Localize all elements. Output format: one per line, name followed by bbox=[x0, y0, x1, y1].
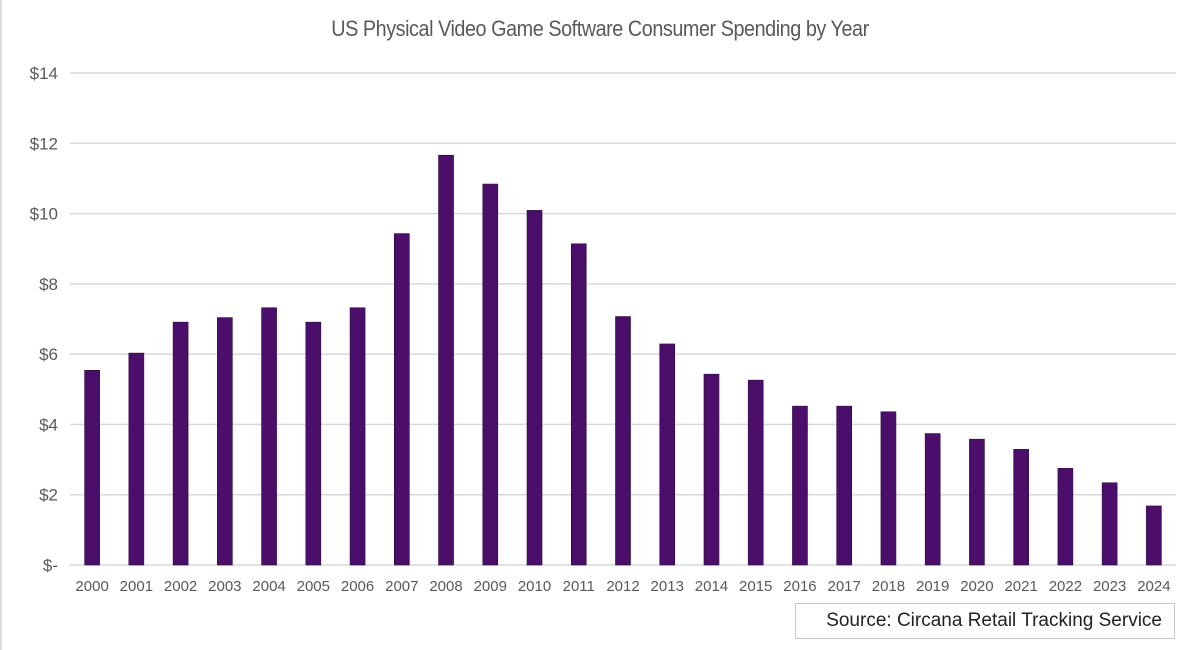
bar-2020 bbox=[969, 438, 985, 566]
bar-2010 bbox=[526, 210, 543, 566]
x-tick-label: 2023 bbox=[1093, 578, 1126, 595]
bar-2006 bbox=[349, 307, 366, 566]
bar-2018 bbox=[880, 411, 897, 566]
bar-2011 bbox=[570, 243, 587, 566]
x-tick-label: 2006 bbox=[341, 578, 374, 595]
x-tick-label: 2011 bbox=[563, 578, 595, 595]
left-border bbox=[0, 0, 2, 650]
bar-2000 bbox=[84, 370, 100, 566]
bar-2023 bbox=[1101, 482, 1118, 566]
bar-2016 bbox=[792, 405, 808, 566]
bar-2004 bbox=[261, 307, 277, 566]
x-tick-label: 2010 bbox=[518, 578, 551, 595]
x-tick-label: 2009 bbox=[474, 578, 507, 595]
source-note: Source: Circana Retail Tracking Service bbox=[795, 603, 1175, 639]
bar-2008 bbox=[438, 154, 454, 566]
x-tick-label: 2012 bbox=[606, 578, 639, 595]
x-tick-label: 2005 bbox=[297, 578, 330, 595]
y-tick-label: $10 bbox=[30, 205, 58, 224]
x-tick-label: 2003 bbox=[208, 578, 241, 595]
x-tick-label: 2004 bbox=[252, 578, 285, 595]
bar-2024 bbox=[1146, 505, 1162, 566]
x-tick-label: 2017 bbox=[828, 578, 861, 595]
bar-2002 bbox=[172, 321, 189, 566]
x-tick-label: 2013 bbox=[651, 578, 684, 595]
x-tick-label: 2018 bbox=[872, 578, 905, 595]
chart-title: US Physical Video Game Software Consumer… bbox=[331, 16, 869, 41]
bar-2003 bbox=[217, 317, 233, 566]
x-tick-label: 2000 bbox=[75, 578, 108, 595]
bar-2017 bbox=[836, 405, 853, 566]
bar-2019 bbox=[924, 433, 941, 566]
y-tick-label: $4 bbox=[39, 415, 58, 434]
bar-2007 bbox=[393, 233, 410, 566]
bar-chart: $- $2 $4 $6 $8 $10 $12 $14 2000 2001 2002 2003 2004 2… bbox=[30, 64, 1176, 595]
x-tick-label: 2014 bbox=[695, 578, 728, 595]
y-tick-label: $12 bbox=[30, 134, 58, 153]
x-tick-label: 2007 bbox=[385, 578, 418, 595]
bar-2021 bbox=[1013, 449, 1029, 566]
x-tick-label: 2022 bbox=[1049, 578, 1082, 595]
x-tick-label: 2002 bbox=[164, 578, 197, 595]
bar-2013 bbox=[659, 343, 676, 566]
y-tick-label: $6 bbox=[39, 345, 58, 364]
bar-2001 bbox=[128, 352, 145, 566]
bar-2005 bbox=[305, 321, 322, 566]
x-tick-label: 2008 bbox=[429, 578, 462, 595]
x-tick-label: 2021 bbox=[1004, 578, 1037, 595]
y-tick-label: $8 bbox=[39, 275, 58, 294]
x-tick-label: 2024 bbox=[1137, 578, 1170, 595]
bar-2009 bbox=[482, 183, 499, 566]
bar-2022 bbox=[1057, 468, 1074, 566]
bar-2014 bbox=[703, 373, 720, 566]
bar-2012 bbox=[615, 316, 631, 566]
bar-2015 bbox=[747, 379, 764, 566]
y-tick-label: $14 bbox=[30, 64, 58, 83]
y-tick-label: $- bbox=[43, 556, 58, 575]
x-tick-label: 2020 bbox=[960, 578, 993, 595]
x-tick-label: 2001 bbox=[120, 578, 153, 595]
x-tick-label: 2016 bbox=[783, 578, 816, 595]
x-tick-label: 2019 bbox=[916, 578, 949, 595]
y-tick-label: $2 bbox=[39, 486, 58, 505]
x-tick-label: 2015 bbox=[739, 578, 772, 595]
